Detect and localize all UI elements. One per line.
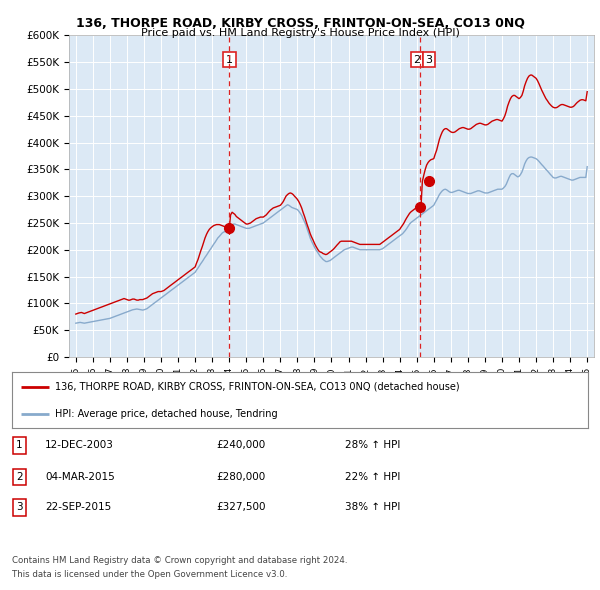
Text: £240,000: £240,000 (216, 441, 265, 450)
Text: 2: 2 (413, 54, 421, 64)
Text: 04-MAR-2015: 04-MAR-2015 (45, 472, 115, 481)
Text: 3: 3 (425, 54, 433, 64)
Text: 12-DEC-2003: 12-DEC-2003 (45, 441, 114, 450)
Text: Price paid vs. HM Land Registry's House Price Index (HPI): Price paid vs. HM Land Registry's House … (140, 28, 460, 38)
Text: 22% ↑ HPI: 22% ↑ HPI (345, 472, 400, 481)
Text: 2: 2 (16, 472, 23, 481)
Text: Contains HM Land Registry data © Crown copyright and database right 2024.: Contains HM Land Registry data © Crown c… (12, 556, 347, 565)
Text: This data is licensed under the Open Government Licence v3.0.: This data is licensed under the Open Gov… (12, 571, 287, 579)
Text: 22-SEP-2015: 22-SEP-2015 (45, 503, 111, 512)
Text: 1: 1 (16, 441, 23, 450)
Text: 28% ↑ HPI: 28% ↑ HPI (345, 441, 400, 450)
Text: 38% ↑ HPI: 38% ↑ HPI (345, 503, 400, 512)
Text: 136, THORPE ROAD, KIRBY CROSS, FRINTON-ON-SEA, CO13 0NQ (detached house): 136, THORPE ROAD, KIRBY CROSS, FRINTON-O… (55, 382, 460, 392)
Text: £327,500: £327,500 (216, 503, 265, 512)
Text: HPI: Average price, detached house, Tendring: HPI: Average price, detached house, Tend… (55, 409, 278, 419)
Text: £280,000: £280,000 (216, 472, 265, 481)
Text: 136, THORPE ROAD, KIRBY CROSS, FRINTON-ON-SEA, CO13 0NQ: 136, THORPE ROAD, KIRBY CROSS, FRINTON-O… (76, 17, 524, 30)
Text: 3: 3 (16, 503, 23, 512)
Text: 1: 1 (226, 54, 233, 64)
